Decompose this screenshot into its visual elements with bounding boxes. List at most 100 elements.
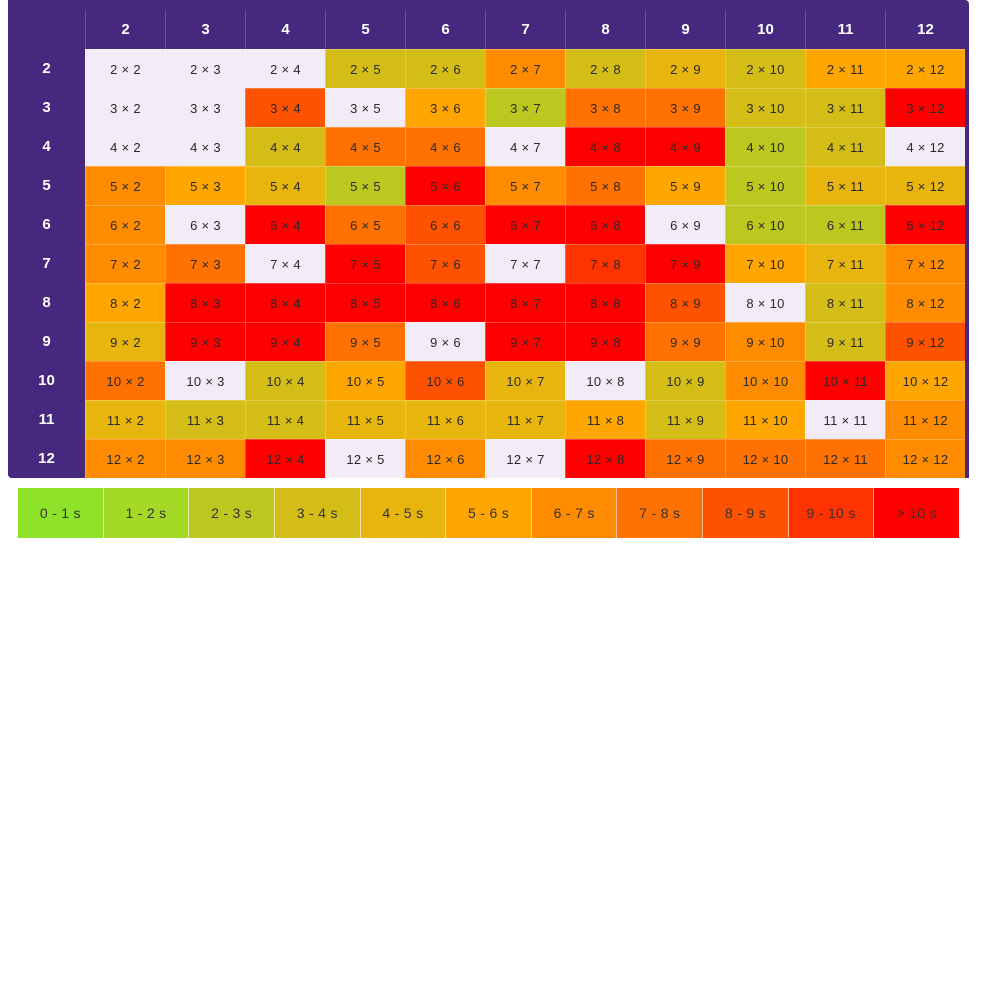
heatmap-cell: 9 × 3 [165,322,245,361]
heatmap-cell: 11 × 7 [485,400,565,439]
heatmap-cell: 4 × 3 [165,127,245,166]
legend-item: 6 - 7 s [530,488,617,538]
heatmap-cell: 3 × 2 [85,88,165,127]
heatmap-cell: 10 × 7 [485,361,565,400]
heatmap-cell: 12 × 12 [885,439,965,478]
heatmap-cell: 6 × 11 [805,205,885,244]
heatmap-cell: 6 × 4 [245,205,325,244]
column-header: 11 [805,10,885,49]
heatmap-cell: 6 × 5 [325,205,405,244]
heatmap-cell: 4 × 4 [245,127,325,166]
heatmap-cell: 3 × 3 [165,88,245,127]
heatmap-cell: 2 × 12 [885,49,965,88]
heatmap-cell: 5 × 4 [245,166,325,205]
heatmap-cell: 2 × 4 [245,49,325,88]
heatmap-cell: 7 × 10 [725,244,805,283]
heatmap-cell: 5 × 2 [85,166,165,205]
heatmap-cell: 10 × 6 [405,361,485,400]
heatmap-cell: 9 × 11 [805,322,885,361]
heatmap-cell: 5 × 10 [725,166,805,205]
heatmap-cell: 8 × 10 [725,283,805,322]
heatmap-cell: 9 × 6 [405,322,485,361]
corner-cell [8,10,85,49]
column-header: 9 [645,10,725,49]
heatmap-cell: 2 × 11 [805,49,885,88]
heatmap-cell: 8 × 3 [165,283,245,322]
heatmap-cell: 12 × 11 [805,439,885,478]
heatmap-cell: 2 × 5 [325,49,405,88]
heatmap-cell: 11 × 9 [645,400,725,439]
heatmap-cell: 6 × 6 [405,205,485,244]
heatmap-cell: 7 × 4 [245,244,325,283]
heatmap-cell: 4 × 11 [805,127,885,166]
heatmap-cell: 3 × 11 [805,88,885,127]
heatmap-cell: 8 × 8 [565,283,645,322]
column-header: 12 [885,10,965,49]
heatmap-cell: 6 × 10 [725,205,805,244]
heatmap-cell: 11 × 12 [885,400,965,439]
heatmap-cell: 11 × 4 [245,400,325,439]
heatmap-cell: 2 × 3 [165,49,245,88]
row-header: 3 [8,88,85,127]
heatmap-cell: 5 × 12 [885,166,965,205]
legend-item: 7 - 8 s [616,488,703,538]
legend-item: 5 - 6 s [445,488,531,538]
heatmap-cell: 5 × 3 [165,166,245,205]
heatmap-cell: 6 × 9 [645,205,725,244]
heatmap-cell: 10 × 10 [725,361,805,400]
heatmap-cell: 10 × 3 [165,361,245,400]
heatmap-cell: 3 × 8 [565,88,645,127]
heatmap-cell: 12 × 9 [645,439,725,478]
column-header: 6 [405,10,485,49]
heatmap-cell: 7 × 6 [405,244,485,283]
heatmap-cell: 11 × 6 [405,400,485,439]
heatmap-cell: 3 × 5 [325,88,405,127]
heatmap-cell: 5 × 7 [485,166,565,205]
column-header: 2 [85,10,165,49]
heatmap-cell: 8 × 12 [885,283,965,322]
heatmap-cell: 4 × 8 [565,127,645,166]
heatmap-cell: 7 × 12 [885,244,965,283]
heatmap-cell: 10 × 5 [325,361,405,400]
heatmap-cell: 7 × 8 [565,244,645,283]
heatmap-cell: 12 × 7 [485,439,565,478]
heatmap-cell: 8 × 7 [485,283,565,322]
heatmap-cell: 10 × 12 [885,361,965,400]
heatmap-cell: 3 × 4 [245,88,325,127]
heatmap-cell: 9 × 2 [85,322,165,361]
heatmap-cell: 7 × 2 [85,244,165,283]
heatmap-cell: 4 × 10 [725,127,805,166]
heatmap-cell: 6 × 2 [85,205,165,244]
heatmap-cell: 12 × 10 [725,439,805,478]
legend-item: 3 - 4 s [273,488,360,538]
heatmap-cell: 4 × 2 [85,127,165,166]
heatmap-cell: 8 × 11 [805,283,885,322]
column-header: 10 [725,10,805,49]
heatmap-cell: 11 × 11 [805,400,885,439]
heatmap-cell: 3 × 9 [645,88,725,127]
heatmap-cell: 11 × 10 [725,400,805,439]
heatmap-cell: 12 × 6 [405,439,485,478]
header-spacer [8,0,965,10]
row-header: 10 [8,361,85,400]
heatmap-cell: 11 × 5 [325,400,405,439]
heatmap-cell: 5 × 11 [805,166,885,205]
heatmap-cell: 7 × 7 [485,244,565,283]
heatmap-cell: 9 × 5 [325,322,405,361]
column-header: 3 [165,10,245,49]
heatmap-cell: 6 × 3 [165,205,245,244]
legend-item: 1 - 2 s [102,488,189,538]
heatmap-cell: 2 × 7 [485,49,565,88]
heatmap-cell: 8 × 6 [405,283,485,322]
heatmap-cell: 3 × 10 [725,88,805,127]
row-header: 7 [8,244,85,283]
heatmap-cell: 3 × 7 [485,88,565,127]
row-header: 8 [8,283,85,322]
heatmap-cell: 5 × 5 [325,166,405,205]
column-header: 4 [245,10,325,49]
heatmap-cell: 2 × 9 [645,49,725,88]
heatmap-cell: 9 × 7 [485,322,565,361]
heatmap-cell: 8 × 5 [325,283,405,322]
